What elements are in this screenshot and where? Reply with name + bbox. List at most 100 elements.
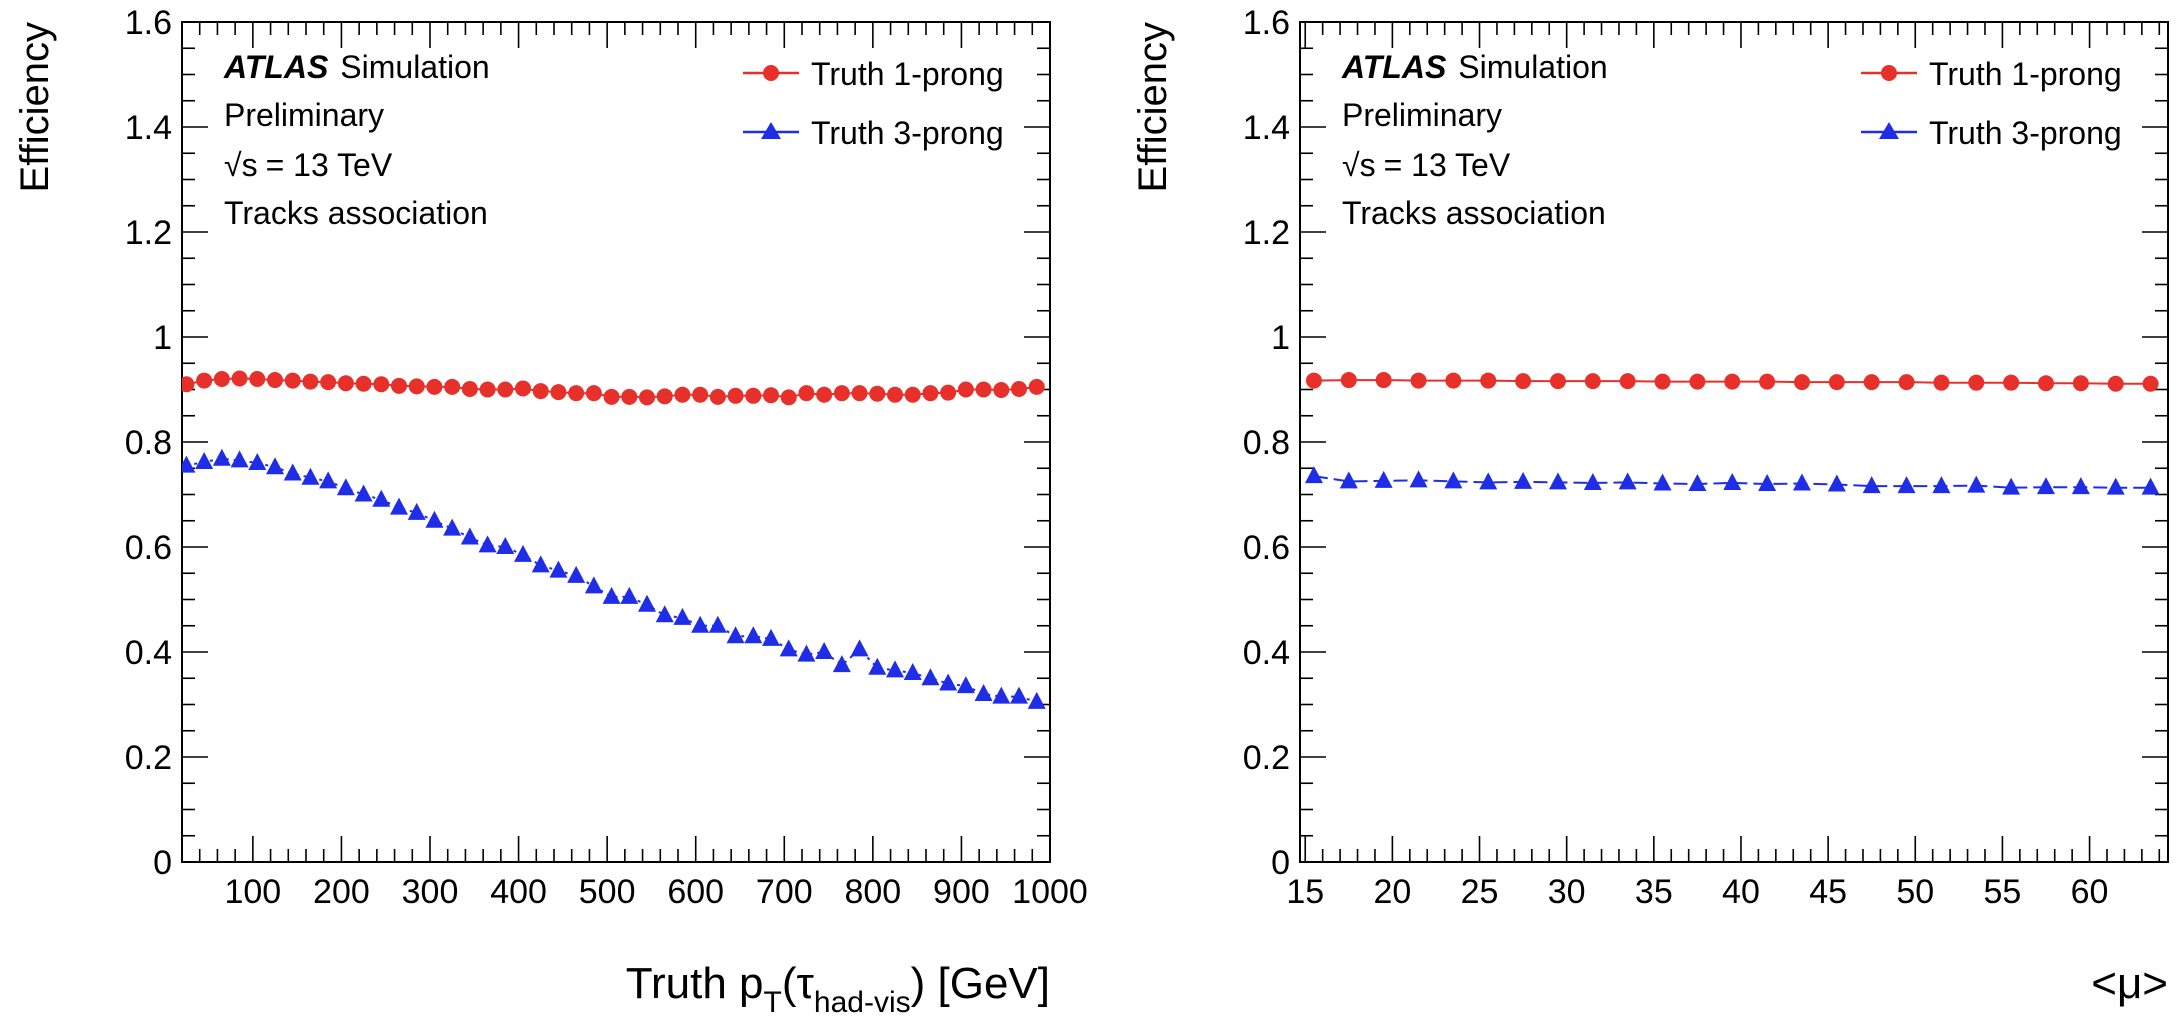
- y-tick-label: 1.6: [1243, 4, 1290, 42]
- data-point-3-prong: [1967, 475, 1986, 493]
- x-tick-label: 30: [1548, 873, 1586, 911]
- data-point-1-prong: [1724, 373, 1741, 390]
- y-tick-label: 0.2: [125, 739, 172, 777]
- data-point-3-prong: [850, 639, 869, 657]
- x-tick-label: 100: [224, 873, 281, 911]
- data-point-3-prong: [230, 450, 249, 468]
- data-point-3-prong: [182, 455, 196, 473]
- series-layer: [182, 370, 1046, 709]
- x-axis-label: Truth pT(τhad-vis) [GeV]: [626, 959, 1050, 1019]
- data-point-1-prong: [1654, 373, 1671, 390]
- x-tick-label: 500: [579, 873, 636, 911]
- legend-marker-triangle: [1879, 122, 1899, 139]
- data-point-1-prong: [869, 385, 886, 402]
- data-point-1-prong: [337, 375, 354, 392]
- data-point-1-prong: [940, 384, 957, 401]
- data-point-1-prong: [1445, 372, 1462, 389]
- data-point-1-prong: [887, 386, 903, 403]
- data-point-3-prong: [514, 544, 532, 562]
- atlas-experiment: ATLAS: [1341, 49, 1447, 85]
- atlas-label-suffix: Simulation: [1458, 49, 1607, 85]
- note-label: Tracks association: [1342, 195, 1606, 231]
- data-point-1-prong: [692, 386, 709, 403]
- energy-prefix: √s: [224, 147, 258, 183]
- x-tick-label: 600: [667, 873, 724, 911]
- data-point-3-prong: [992, 686, 1011, 704]
- data-point-1-prong: [798, 385, 815, 402]
- data-point-1-prong: [2107, 375, 2124, 392]
- x-tick-label: 20: [1373, 873, 1411, 911]
- legend-marker-triangle: [761, 122, 781, 139]
- data-point-1-prong: [1933, 374, 1950, 391]
- data-point-3-prong: [407, 502, 426, 520]
- data-point-1-prong: [391, 377, 407, 394]
- data-point-1-prong: [957, 381, 974, 398]
- data-point-1-prong: [249, 371, 266, 387]
- data-point-1-prong: [284, 372, 301, 389]
- data-point-1-prong: [2142, 375, 2159, 392]
- data-point-3-prong: [2036, 477, 2055, 495]
- data-point-3-prong: [708, 615, 727, 633]
- data-point-3-prong: [1583, 472, 1602, 490]
- y-tick-label: 1.4: [1243, 109, 1290, 147]
- data-point-3-prong: [301, 467, 320, 485]
- data-point-1-prong: [1340, 372, 1357, 389]
- data-point-3-prong: [443, 518, 462, 536]
- data-point-3-prong: [1444, 471, 1463, 489]
- data-point-3-prong: [1479, 472, 1498, 490]
- x-axis-label-part: ) [GeV]: [911, 959, 1050, 1008]
- data-point-3-prong: [691, 615, 710, 633]
- data-point-1-prong: [993, 382, 1010, 399]
- data-point-1-prong: [904, 386, 921, 403]
- data-point-3-prong: [1027, 691, 1046, 709]
- y-tick-label: 0: [1271, 844, 1290, 882]
- energy-label: √s = 13 TeV: [1342, 147, 1511, 183]
- data-point-3-prong: [2141, 477, 2160, 495]
- x-tick-label: 900: [933, 873, 990, 911]
- x-tick-label: 55: [1984, 873, 2022, 911]
- data-point-1-prong: [621, 388, 638, 405]
- y-tick-label: 1: [1271, 319, 1290, 357]
- data-point-3-prong: [1548, 472, 1567, 490]
- x-tick-label: 300: [402, 873, 459, 911]
- data-point-3-prong: [815, 642, 834, 659]
- y-tick-label: 1.4: [125, 109, 172, 147]
- data-point-3-prong: [1862, 476, 1881, 494]
- data-point-1-prong: [833, 385, 850, 402]
- data-point-1-prong: [550, 384, 567, 401]
- data-point-1-prong: [479, 381, 496, 398]
- data-point-3-prong: [655, 605, 674, 623]
- data-point-1-prong: [1305, 372, 1322, 389]
- data-point-3-prong: [549, 560, 568, 578]
- data-point-3-prong: [1374, 470, 1393, 488]
- data-point-1-prong: [461, 380, 478, 397]
- data-point-1-prong: [408, 378, 425, 395]
- y-tick-label: 0.4: [125, 634, 172, 672]
- atlas-label-suffix: Simulation: [340, 49, 489, 85]
- x-axis-label-part: Truth p: [626, 959, 764, 1008]
- data-point-3-prong: [1688, 474, 1707, 491]
- x-tick-label: 400: [490, 873, 547, 911]
- x-tick-label: 700: [756, 873, 813, 911]
- y-tick-label: 0.8: [1243, 424, 1290, 462]
- data-point-1-prong: [302, 373, 319, 390]
- legend-label: Truth 3-prong: [811, 115, 1004, 151]
- x-axis-label-part: (τ: [782, 959, 815, 1008]
- series-layer: [1304, 372, 2160, 495]
- legend-label: Truth 1-prong: [1929, 56, 2122, 92]
- data-point-3-prong: [620, 586, 639, 604]
- data-point-1-prong: [444, 378, 461, 395]
- x-axis-label: <μ>: [2091, 959, 2168, 1008]
- data-point-3-prong: [354, 484, 373, 502]
- data-point-3-prong: [1618, 472, 1637, 490]
- data-point-3-prong: [939, 673, 958, 691]
- data-point-1-prong: [373, 376, 390, 393]
- data-point-1-prong: [1515, 373, 1532, 390]
- data-point-1-prong: [1793, 374, 1810, 391]
- data-point-1-prong: [532, 383, 549, 400]
- data-point-3-prong: [1827, 474, 1846, 492]
- data-point-3-prong: [762, 628, 780, 646]
- y-tick-label: 0: [153, 844, 172, 882]
- data-point-1-prong: [2003, 374, 2020, 391]
